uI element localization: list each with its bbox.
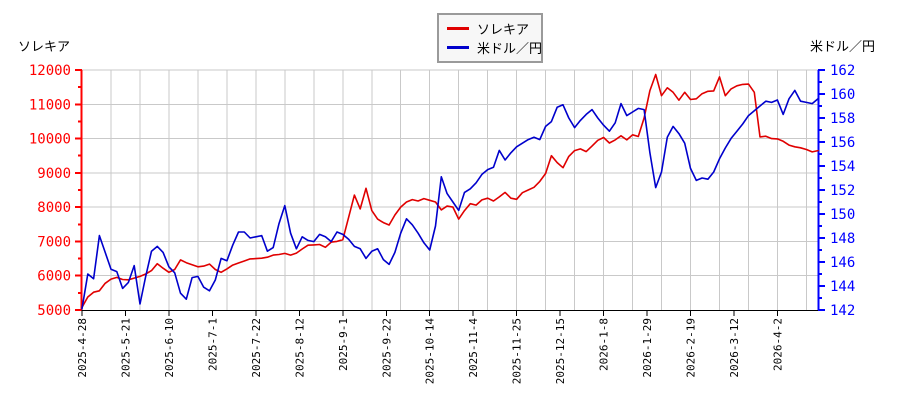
x-axis-tick-label: 2025-9-1: [337, 318, 350, 371]
x-axis-tick-label: 2025-4-28: [76, 318, 89, 378]
right-axis-title: 米ドル／円: [809, 40, 875, 55]
x-axis-tick-label: 2025-7-1: [206, 318, 219, 371]
x-axis-tick-label: 2025-10-14: [424, 318, 437, 385]
solekia-line-swatch-icon: [447, 27, 469, 30]
left-axis-tick-label: 11000: [29, 97, 71, 113]
right-axis-tick-label: 162: [830, 63, 855, 79]
x-axis-tick-label: 2025-6-10: [163, 318, 176, 378]
left-axis-tick-label: 5000: [37, 303, 71, 319]
x-axis-tick-label: 2026-1-8: [598, 318, 611, 371]
solekia-line: [81, 73, 819, 309]
legend: ソレキア 米ドル／円: [437, 13, 543, 63]
right-axis-tick-label: 146: [830, 255, 855, 271]
legend-item-usdjpy: 米ドル／円: [447, 38, 542, 57]
left-axis-tick-label: 12000: [29, 63, 71, 79]
x-axis-tick-label: 2025-5-21: [119, 318, 132, 378]
right-axis-tick-label: 144: [830, 279, 855, 295]
legend-item-solekia: ソレキア: [447, 19, 533, 38]
usdjpy-line: [81, 89, 819, 310]
x-axis-tick-label: 2026-2-19: [685, 318, 698, 378]
legend-label: ソレキア: [477, 23, 530, 38]
x-axis-tick-label: 2025-11-25: [511, 318, 524, 384]
x-axis-tick-label: 2026-1-29: [641, 318, 654, 378]
usdjpy-line-swatch-icon: [447, 46, 469, 49]
x-axis-tick-label: 2025-12-15: [554, 318, 567, 384]
right-axis-tick-label: 152: [830, 183, 855, 199]
left-axis-tick-label: 6000: [37, 269, 71, 285]
left-axis-tick-label: 8000: [37, 200, 71, 216]
left-axis-tick-label: 9000: [37, 166, 71, 182]
left-axis-tick-label: 10000: [29, 132, 71, 148]
right-axis-tick-label: 158: [830, 111, 855, 127]
right-axis-tick-label: 160: [830, 87, 855, 103]
right-axis-tick-label: 156: [830, 135, 855, 151]
right-axis-tick-label: 142: [830, 303, 855, 319]
right-axis-tick-label: 154: [830, 159, 855, 175]
left-axis-tick-label: 7000: [37, 234, 71, 250]
left-axis-title: ソレキア: [18, 40, 71, 55]
x-axis-tick-label: 2026-4-2: [771, 318, 784, 371]
x-axis-tick-label: 2025-7-22: [250, 318, 263, 378]
right-axis-tick-label: 150: [830, 207, 855, 223]
x-axis-tick-label: 2025-8-12: [293, 318, 306, 378]
legend-label: 米ドル／円: [477, 42, 543, 57]
x-axis-tick-label: 2025-11-4: [467, 318, 480, 378]
right-axis-tick-label: 148: [830, 231, 855, 247]
x-axis-tick-label: 2025-9-22: [380, 318, 393, 378]
x-axis-tick-label: 2026-3-12: [728, 318, 741, 378]
